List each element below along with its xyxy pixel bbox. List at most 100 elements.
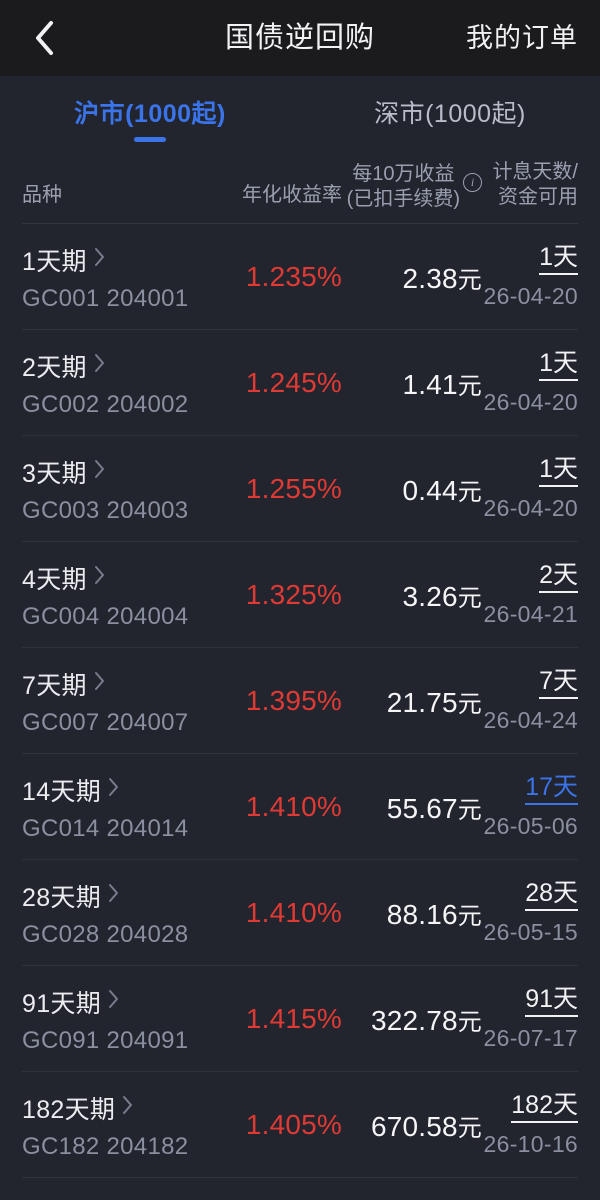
cell-profit: 88.16元: [342, 896, 482, 931]
column-header-days: 计息天数/ 资金可用: [482, 160, 578, 212]
product-code: GC028 204028: [22, 920, 189, 948]
profit-value: 670.58: [370, 1110, 458, 1142]
profit-unit: 元: [457, 690, 482, 718]
tab-shenzhen-market[interactable]: 深市(1000起): [300, 76, 600, 148]
profit-value: 21.75: [386, 686, 458, 718]
profit-value: 0.44: [402, 474, 458, 506]
table-row[interactable]: 1天期 GC001 204001 1.235% 2.38元 1天 26-04-20: [0, 224, 600, 330]
info-circle-icon[interactable]: i: [463, 173, 482, 192]
cell-annual-rate: 1.415%: [245, 1003, 342, 1034]
cell-kind: 14天期 GC014 204014: [22, 772, 222, 843]
product-code: GC014 204014: [22, 814, 189, 842]
cell-days: 28天 26-05-15: [482, 880, 578, 946]
cell-days: 1天 26-04-20: [482, 244, 578, 310]
product-code: GC002 204002: [22, 390, 189, 418]
interest-days: 1天: [539, 244, 578, 275]
product-name: 4天期: [22, 565, 87, 594]
profit-value: 3.26: [402, 580, 458, 612]
table-column-header: 品种 年化收益率 每10万收益 (已扣手续费) i 计息天数/ 资金可用: [0, 148, 600, 224]
cell-profit: 670.58元: [342, 1108, 482, 1143]
product-code: GC182 204182: [22, 1132, 189, 1160]
chevron-right-icon[interactable]: [108, 777, 119, 802]
table-row[interactable]: 91天期 GC091 204091 1.415% 322.78元 91天 26-07-17: [0, 966, 600, 1072]
cell-days: 1天 26-04-20: [482, 350, 578, 416]
table-row[interactable]: 14天期 GC014 204014 1.410% 55.67元 17天 26-05-06: [0, 754, 600, 860]
profit-value: 55.67: [386, 792, 458, 824]
profit-value: 322.78: [370, 1004, 458, 1036]
profit-unit: 元: [457, 584, 482, 612]
product-name: 91天期: [22, 989, 102, 1018]
product-list: 1天期 GC001 204001 1.235% 2.38元 1天 26-04-20 2天期 G…: [0, 224, 600, 1178]
tab-active-indicator: [134, 137, 166, 142]
table-row[interactable]: 3天期 GC003 204003 1.255% 0.44元 1天 26-04-20: [0, 436, 600, 542]
cell-profit: 2.38元: [342, 260, 482, 295]
cell-days: 2天 26-04-21: [482, 562, 578, 628]
table-row[interactable]: 182天期 GC182 204182 1.405% 670.58元 182天 26-10-…: [0, 1072, 600, 1178]
chevron-right-icon[interactable]: [108, 989, 119, 1014]
chevron-right-icon[interactable]: [122, 1095, 133, 1120]
my-orders-link[interactable]: 我的订单: [466, 23, 578, 53]
chevron-right-icon[interactable]: [94, 247, 105, 272]
cell-profit: 322.78元: [342, 1002, 482, 1037]
product-name: 14天期: [22, 777, 102, 806]
fund-available-date: 26-05-15: [483, 919, 578, 945]
column-header-kind: 品种: [22, 183, 62, 206]
cell-kind: 4天期 GC004 204004: [22, 560, 222, 631]
chevron-right-icon[interactable]: [94, 353, 105, 378]
table-row[interactable]: 7天期 GC007 204007 1.395% 21.75元 7天 26-04-24: [0, 648, 600, 754]
fund-available-date: 26-04-20: [483, 495, 578, 521]
interest-days: 2天: [539, 562, 578, 593]
interest-days: 1天: [539, 350, 578, 381]
table-row[interactable]: 4天期 GC004 204004 1.325% 3.26元 2天 26-04-21: [0, 542, 600, 648]
cell-annual-rate: 1.245%: [245, 367, 342, 398]
cell-days: 91天 26-07-17: [482, 986, 578, 1052]
interest-days: 28天: [525, 880, 578, 911]
cell-profit: 0.44元: [342, 472, 482, 507]
cell-kind: 7天期 GC007 204007: [22, 666, 222, 737]
chevron-right-icon[interactable]: [108, 883, 119, 908]
cell-kind: 3天期 GC003 204003: [22, 454, 222, 525]
interest-days: 1天: [539, 456, 578, 487]
cell-profit: 55.67元: [342, 790, 482, 825]
fund-available-date: 26-10-16: [483, 1131, 578, 1157]
cell-profit: 3.26元: [342, 578, 482, 613]
cell-kind: 182天期 GC182 204182: [22, 1090, 222, 1161]
cell-kind: 1天期 GC001 204001: [22, 242, 222, 313]
interest-days: 182天: [511, 1092, 578, 1123]
cell-days: 1天 26-04-20: [482, 456, 578, 522]
profit-unit: 元: [457, 1008, 482, 1036]
chevron-right-icon[interactable]: [94, 459, 105, 484]
fund-available-date: 26-04-20: [483, 389, 578, 415]
chevron-right-icon[interactable]: [94, 565, 105, 590]
interest-days: 17天: [525, 774, 578, 805]
cell-annual-rate: 1.405%: [245, 1109, 342, 1140]
interest-days: 91天: [525, 986, 578, 1017]
tab-shanghai-label: 沪市(1000起): [74, 100, 226, 128]
fund-available-date: 26-05-06: [483, 813, 578, 839]
product-code: GC091 204091: [22, 1026, 189, 1054]
navigation-bar: 国债逆回购 我的订单: [0, 0, 600, 76]
back-button[interactable]: [18, 0, 70, 76]
cell-kind: 28天期 GC028 204028: [22, 878, 222, 949]
cell-annual-rate: 1.410%: [245, 791, 342, 822]
product-code: GC001 204001: [22, 284, 189, 312]
cell-kind: 91天期 GC091 204091: [22, 984, 222, 1055]
cell-days: 17天 26-05-06: [482, 774, 578, 840]
chevron-right-icon[interactable]: [94, 671, 105, 696]
column-header-profit-line1: 每10万收益: [352, 162, 455, 185]
tab-shanghai-market[interactable]: 沪市(1000起): [0, 76, 300, 148]
cell-annual-rate: 1.395%: [245, 685, 342, 716]
cell-profit: 21.75元: [342, 684, 482, 719]
cell-days: 7天 26-04-24: [482, 668, 578, 734]
page-title: 国债逆回购: [224, 22, 375, 54]
cell-annual-rate: 1.255%: [245, 473, 342, 504]
table-row[interactable]: 2天期 GC002 204002 1.245% 1.41元 1天 26-04-20: [0, 330, 600, 436]
column-header-profit-line2: (已扣手续费): [346, 187, 460, 210]
cell-days: 182天 26-10-16: [482, 1092, 578, 1158]
product-name: 182天期: [22, 1095, 116, 1124]
profit-value: 1.41: [402, 368, 458, 400]
product-name: 28天期: [22, 883, 102, 912]
product-code: GC007 204007: [22, 708, 189, 736]
chevron-left-icon: [33, 19, 55, 57]
table-row[interactable]: 28天期 GC028 204028 1.410% 88.16元 28天 26-05-15: [0, 860, 600, 966]
